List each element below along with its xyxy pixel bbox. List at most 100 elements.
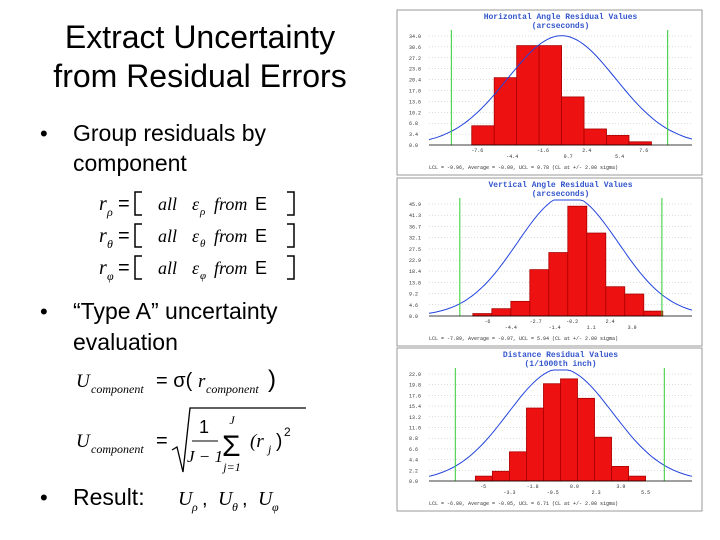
result-part: , <box>242 488 248 510</box>
x-tick-label: -2.7 <box>530 319 542 325</box>
formula-part: U <box>76 431 91 452</box>
formula-part: r <box>198 371 206 392</box>
y-tick-label: 4.6 <box>409 303 418 309</box>
x-tick-label: 3.9 <box>628 325 637 331</box>
y-tick-label: 41.3 <box>409 213 421 219</box>
x-tick-label: 5.5 <box>641 490 650 496</box>
x-tick-label: 2.4 <box>606 319 615 325</box>
matrix-part: r <box>99 257 107 279</box>
bar <box>509 451 527 482</box>
formula-part: 2 <box>284 425 291 439</box>
bar <box>561 96 585 146</box>
matrix-part: from <box>214 194 247 214</box>
y-tick-label: 3.4 <box>409 132 418 138</box>
matrix-part: all <box>158 226 177 246</box>
x-tick-label: 5.4 <box>615 154 624 160</box>
y-tick-label: 2.2 <box>409 468 418 474</box>
y-tick-label: 9.2 <box>409 292 418 298</box>
matrix-part: E <box>255 258 267 278</box>
chart-footer: LCL = -9.96, Average = -0.09, UCL = 9.78… <box>429 165 618 171</box>
x-tick-label: 2.4 <box>582 148 591 154</box>
histogram-chart: Distance Residual Values(1/1000th inch) 0… <box>396 347 703 512</box>
histogram-chart: Horizontal Angle Residual Values(arcseco… <box>396 9 703 176</box>
normal-curve <box>428 35 693 141</box>
x-tick-label: -0.2 <box>566 319 578 325</box>
y-tick-label: 13.2 <box>409 415 421 421</box>
bar <box>516 45 540 146</box>
y-tick-label: 45.9 <box>409 202 421 208</box>
y-tick-label: 17.6 <box>409 393 421 399</box>
x-tick-label: -4.4 <box>506 154 518 160</box>
x-tick-label: 1.1 <box>587 325 596 331</box>
y-tick-label: 13.6 <box>409 99 421 105</box>
y-tick-label: 20.4 <box>409 78 421 84</box>
y-tick-label: 36.7 <box>409 224 421 230</box>
matrix-part: E <box>255 226 267 246</box>
formula-part: ) <box>268 366 276 393</box>
bar <box>471 125 495 146</box>
bar <box>606 134 630 146</box>
matrix-part: all <box>158 258 177 278</box>
bullet-dot: • <box>40 121 48 146</box>
y-tick-label: 8.8 <box>409 436 418 442</box>
bar <box>567 205 588 317</box>
x-tick-label: -7.6 <box>471 148 483 154</box>
matrix-part: E <box>255 194 267 214</box>
y-tick-label: 17.0 <box>409 89 421 95</box>
y-tick-label: 6.8 <box>409 121 418 127</box>
y-tick-label: 22.9 <box>409 258 421 264</box>
y-tick-label: 4.4 <box>409 458 418 464</box>
x-tick-label: -1.6 <box>537 148 549 154</box>
y-tick-label: 10.2 <box>409 110 421 116</box>
bracket <box>287 191 295 216</box>
bar <box>475 475 493 482</box>
result-part: ρ <box>191 500 198 514</box>
bar <box>594 436 612 482</box>
matrix-part: from <box>214 258 247 278</box>
bar <box>643 310 664 317</box>
result-part: φ <box>272 500 279 514</box>
matrix-part: ε <box>192 194 200 214</box>
formula-part: 1 <box>199 417 209 437</box>
matrix-part: = <box>118 225 130 247</box>
bar <box>510 300 531 317</box>
bracket <box>134 255 142 280</box>
result-part: U <box>178 488 194 510</box>
chart-title: Horizontal Angle Residual Values <box>484 13 638 22</box>
y-tick-label: 11.0 <box>409 426 421 432</box>
y-tick-label: 22.0 <box>409 372 421 378</box>
bar <box>492 470 510 482</box>
formula-part: component <box>206 382 259 396</box>
y-tick-label: 6.6 <box>409 447 418 453</box>
y-tick-label: 27.5 <box>409 247 421 253</box>
bar <box>611 466 629 482</box>
chart-subtitle: (arcseconds) <box>532 190 590 199</box>
radical <box>171 407 306 473</box>
bar <box>548 252 569 317</box>
bar <box>491 308 512 317</box>
y-tick-label: 13.8 <box>409 280 421 286</box>
bullet-text: evaluation <box>73 329 178 355</box>
chart-subtitle: (1/1000th inch) <box>524 360 596 369</box>
y-tick-label: 30.6 <box>409 45 421 51</box>
bracket <box>134 223 142 248</box>
x-tick-label: 0.9 <box>570 484 579 490</box>
matrix-part: = <box>118 193 130 215</box>
y-tick-label: 15.4 <box>409 404 421 410</box>
bar <box>586 232 607 317</box>
chart-title: Vertical Angle Residual Values <box>488 181 632 190</box>
y-tick-label: 34.0 <box>409 34 421 40</box>
formula-part: j <box>266 442 272 456</box>
formula-part: component <box>91 442 144 456</box>
bullet-dot: • <box>40 485 48 510</box>
bar <box>577 397 595 482</box>
x-tick-label: 7.6 <box>639 148 648 154</box>
formula-part: = σ( <box>156 370 193 392</box>
normal-curve <box>428 369 693 477</box>
formula-part: (r <box>250 431 264 452</box>
y-tick-label: 27.2 <box>409 56 421 62</box>
matrix-part: r <box>99 193 107 215</box>
bar <box>543 383 561 482</box>
result-part: U <box>218 488 234 510</box>
